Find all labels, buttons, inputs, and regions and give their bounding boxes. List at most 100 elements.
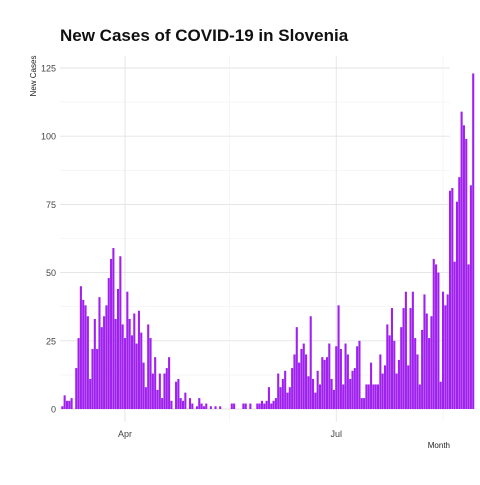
bar — [70, 398, 73, 409]
bar — [86, 316, 89, 409]
bar — [65, 400, 69, 409]
bar — [332, 389, 335, 409]
bar — [311, 378, 315, 409]
bar — [358, 340, 361, 409]
bar — [288, 387, 291, 409]
bar — [309, 316, 312, 409]
bar — [448, 190, 452, 409]
bar — [435, 264, 438, 409]
bar — [305, 354, 308, 409]
bar — [195, 406, 199, 409]
bar — [230, 403, 233, 409]
bar — [318, 384, 322, 409]
bar — [414, 338, 417, 409]
bar — [286, 392, 289, 409]
bar — [416, 354, 419, 409]
bar — [256, 403, 259, 409]
bar — [219, 406, 222, 409]
bar — [244, 403, 247, 409]
bar — [140, 332, 143, 409]
bar — [455, 201, 459, 409]
bar — [284, 370, 287, 409]
x-axis-label: Month — [428, 441, 450, 450]
bar — [407, 365, 410, 409]
bar — [400, 327, 403, 409]
bar — [453, 261, 456, 409]
bar — [96, 348, 99, 409]
bar — [293, 354, 296, 409]
bar — [344, 343, 347, 409]
bar — [349, 378, 352, 409]
bar — [428, 338, 431, 409]
bar — [395, 373, 398, 409]
bar — [151, 373, 154, 409]
bar — [161, 398, 164, 409]
y-tick-label: 50 — [46, 268, 56, 278]
bar — [360, 398, 363, 409]
bar — [200, 403, 203, 409]
bar — [472, 73, 475, 410]
bar — [376, 384, 380, 409]
bar — [397, 359, 400, 409]
bar — [191, 403, 194, 409]
bar — [258, 403, 261, 409]
bar — [205, 403, 208, 409]
bar — [411, 291, 414, 409]
y-tick-label: 0 — [51, 405, 56, 415]
bar — [460, 111, 463, 410]
x-tick-label: Apr — [118, 429, 132, 439]
bar — [98, 297, 101, 409]
bar — [277, 373, 280, 409]
bar — [330, 378, 333, 409]
bar — [63, 395, 66, 409]
bar — [388, 335, 391, 409]
bar — [281, 378, 284, 409]
axes: 0 25 50 75 100 125 Apr Jul — [41, 64, 342, 440]
bar — [156, 389, 159, 409]
bar — [421, 329, 424, 409]
y-tick-label: 25 — [46, 336, 56, 346]
bar — [84, 305, 87, 409]
bar — [121, 324, 124, 409]
bar — [302, 343, 305, 409]
bar — [467, 264, 470, 409]
bar — [323, 359, 326, 409]
bar — [365, 384, 368, 409]
bar — [298, 362, 301, 409]
bar — [179, 398, 182, 409]
bar — [89, 378, 92, 409]
bar — [214, 406, 217, 409]
bar — [175, 381, 178, 409]
y-tick-label: 125 — [41, 64, 56, 74]
bar — [100, 327, 103, 409]
bar — [142, 362, 145, 409]
bar — [242, 403, 245, 409]
bar — [184, 392, 187, 409]
chart-title: New Cases of COVID-19 in Slovenia — [60, 26, 349, 45]
bar — [170, 400, 173, 409]
bar — [61, 406, 64, 409]
bar — [188, 398, 192, 409]
bar — [423, 294, 426, 409]
bar — [128, 318, 131, 409]
bar — [209, 406, 212, 409]
bar — [439, 381, 442, 409]
bar — [110, 258, 113, 409]
bar — [112, 248, 115, 409]
bar — [267, 387, 270, 409]
bar — [441, 291, 445, 409]
bar — [446, 294, 449, 409]
bar — [370, 362, 373, 409]
bar — [374, 384, 377, 409]
bar — [163, 373, 166, 409]
bar — [367, 384, 370, 409]
bar — [154, 357, 157, 409]
bar — [168, 357, 171, 409]
bar — [437, 272, 440, 409]
bar — [300, 348, 303, 409]
bar — [363, 398, 366, 409]
bar — [279, 387, 282, 409]
bar — [263, 403, 266, 409]
bar — [386, 324, 389, 409]
